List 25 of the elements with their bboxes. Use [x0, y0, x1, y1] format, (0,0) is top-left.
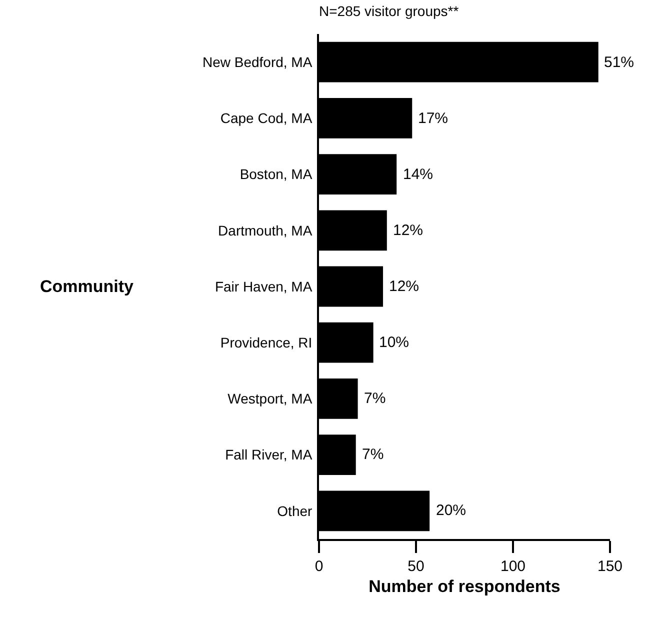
annotation: 7%: [362, 446, 384, 463]
chart-title: N=285 visitor groups**: [319, 2, 460, 19]
annotation: 14%: [403, 166, 434, 183]
x-tick-label: 100: [500, 558, 526, 575]
y-tick-label: Cape Cod, MA: [220, 110, 313, 126]
x-tick-label: 50: [408, 558, 424, 575]
y-tick-label: Providence, RI: [220, 334, 312, 351]
annotation: 10%: [379, 334, 410, 351]
annotation: 51%: [604, 54, 634, 71]
y-tick-label: New Bedford, MA: [202, 54, 313, 70]
annotation: 17%: [418, 110, 448, 127]
x-axis-title: Number of respondents: [368, 576, 560, 596]
y-tick-label: Fall River, MA: [225, 446, 313, 463]
y-tick-label: Boston, MA: [240, 166, 313, 182]
x-tick-label: 0: [314, 558, 324, 575]
y-axis-title: Community: [40, 277, 134, 296]
y-tick-label: Dartmouth, MA: [218, 222, 313, 238]
annotation: 7%: [364, 390, 386, 407]
annotation: 12%: [389, 278, 420, 295]
y-tick-label: Fair Haven, MA: [214, 278, 313, 294]
y-tick-label: Other: [277, 502, 313, 519]
annotation: 12%: [393, 222, 424, 239]
annotation: 20%: [436, 502, 466, 519]
x-tick-label: 150: [597, 558, 623, 575]
y-tick-label: Westport, MA: [228, 390, 313, 407]
